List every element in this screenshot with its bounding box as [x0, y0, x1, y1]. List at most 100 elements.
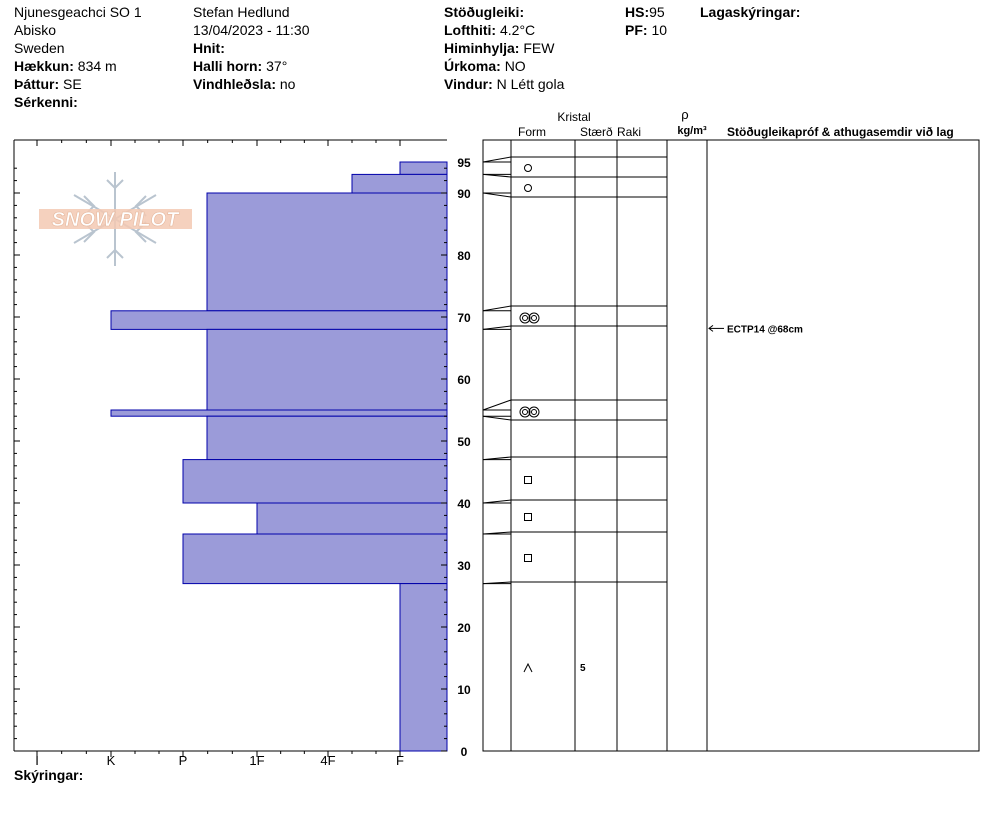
depth-label: 30	[457, 559, 471, 573]
area-name: Abisko	[14, 22, 57, 38]
header-moisture: Raki	[617, 125, 641, 139]
elevation-row: Hækkun: 834 m	[14, 57, 142, 75]
hardness-ticks: I K P 1F 4F F	[35, 140, 404, 768]
logo-text: SNOW PILOT	[52, 209, 180, 231]
depth-label: 60	[457, 373, 471, 387]
header-col2: Stefan Hedlund 13/04/2023 - 11:30 Hnit: …	[193, 3, 310, 93]
depth-label: 10	[457, 683, 471, 697]
sky-value: FEW	[523, 40, 555, 56]
header-col3: Stöðugleiki: Lofthiti: 4.2°C Himinhylja:…	[444, 3, 564, 93]
form-caret-icon	[523, 662, 533, 673]
legend-label: Skýringar:	[14, 767, 84, 783]
coords-row: Hnit:	[193, 39, 310, 57]
aspect-row: Þáttur: SE	[14, 75, 142, 93]
hardness-tick-label: I	[35, 753, 39, 768]
crystal-size-value: 5	[580, 663, 586, 674]
precip-label: Úrkoma:	[444, 58, 501, 74]
observer-name: Stefan Hedlund	[193, 4, 290, 20]
pf-value: 10	[651, 22, 668, 38]
depth-label: 20	[457, 621, 471, 635]
logo-banner	[39, 209, 192, 229]
form-double-circle-inner-icon	[531, 315, 537, 321]
form-double-circle-icon	[519, 312, 531, 324]
table-frame	[482, 139, 980, 752]
coords-label: Hnit:	[193, 40, 225, 56]
depth-ticks-left	[14, 167, 20, 752]
form-square-icon	[524, 476, 532, 484]
air-temp-row: Lofthiti: 4.2°C	[444, 21, 564, 39]
hs-row: HS:95	[625, 3, 667, 21]
depth-connector-line	[482, 192, 512, 198]
hardness-tick-label: P	[179, 753, 188, 768]
aspect-label: Þáttur:	[14, 76, 60, 92]
layer-bar	[206, 328, 448, 411]
pf-row: PF: 10	[625, 21, 667, 39]
layer-notes-label: Lagaskýringar:	[700, 4, 801, 20]
country-name: Sweden	[14, 40, 65, 56]
depth-connector-line	[482, 581, 512, 585]
depth-connector-line	[482, 531, 512, 535]
arrow-head-icon	[708, 324, 714, 332]
depth-connector-line	[482, 499, 512, 504]
crystal-sizes: 5	[580, 663, 586, 674]
wind-row: Vindur: N Létt gola	[444, 75, 564, 93]
crystal-forms	[519, 164, 540, 673]
form-double-circle-inner-icon	[522, 409, 528, 415]
depth-connector-line	[482, 456, 512, 461]
layer-bar	[206, 415, 448, 461]
layer-bar	[351, 173, 448, 194]
header-rho: ρ	[681, 107, 688, 122]
depth-connector-line	[482, 305, 512, 312]
wind-value: N Létt gola	[496, 76, 565, 92]
precip-row: Úrkoma: NO	[444, 57, 564, 75]
form-double-circle-inner-icon	[531, 409, 537, 415]
layer-bar	[399, 583, 448, 752]
header-col4: HS:95 PF: 10	[625, 3, 667, 39]
layer-notes-row: Lagaskýringar:	[700, 3, 800, 21]
remarks-row: Sérkenni:	[14, 93, 142, 111]
header-form: Form	[518, 125, 546, 139]
depth-connector-line	[482, 415, 512, 421]
hs-value: 95	[649, 4, 665, 20]
form-double-circle-icon	[528, 406, 540, 418]
table-layer-rows	[482, 156, 667, 585]
layer-bar	[182, 459, 448, 504]
form-square-icon	[524, 554, 532, 562]
legend-row: Skýringar:	[14, 766, 83, 784]
air-temp-value: 4.2°C	[499, 22, 536, 38]
depth-label: 80	[457, 249, 471, 263]
header-stability-notes: Stöðugleikapróf & athugasemdir við lag	[727, 125, 954, 139]
layer-bar	[110, 409, 448, 417]
hardness-tick-label: F	[396, 753, 404, 768]
depth-connector-line	[482, 173, 512, 178]
pf-label: PF:	[625, 22, 648, 38]
aspect-value: SE	[63, 76, 82, 92]
observation-datetime: 13/04/2023 - 11:30	[193, 22, 310, 38]
header-col1: Njunesgeachci SO 1 Abisko Sweden Hækkun:…	[14, 3, 142, 111]
location-name: Njunesgeachci SO 1	[14, 4, 142, 20]
header-crystal: Kristal	[557, 110, 590, 124]
form-square-icon	[524, 513, 532, 521]
depth-label: 70	[457, 311, 471, 325]
precip-value: NO	[504, 58, 526, 74]
slope-row: Halli horn: 37°	[193, 57, 310, 75]
depth-label: 50	[457, 435, 471, 449]
depth-axis-ticks	[441, 167, 447, 752]
hardness-tick-label: 4F	[320, 753, 335, 768]
hardness-tick-label: K	[107, 753, 116, 768]
stability-row: Stöðugleiki:	[444, 3, 564, 21]
sky-row: Himinhylja: FEW	[444, 39, 564, 57]
header-size: Stærð	[580, 125, 613, 139]
wind-loading-row: Vindhleðsla: no	[193, 75, 310, 93]
sky-label: Himinhylja:	[444, 40, 520, 56]
header-col5: Lagaskýringar:	[700, 3, 800, 21]
air-temp-label: Lofthiti:	[444, 22, 497, 38]
slope-label: Halli horn:	[193, 58, 263, 74]
header-density-unit: kg/m³	[677, 125, 707, 137]
wind-loading-label: Vindhleðsla:	[193, 76, 276, 92]
depth-connector-line	[482, 325, 512, 330]
form-circle-icon	[524, 164, 532, 172]
depth-label: 90	[457, 187, 471, 201]
wind-loading-value: no	[279, 76, 296, 92]
